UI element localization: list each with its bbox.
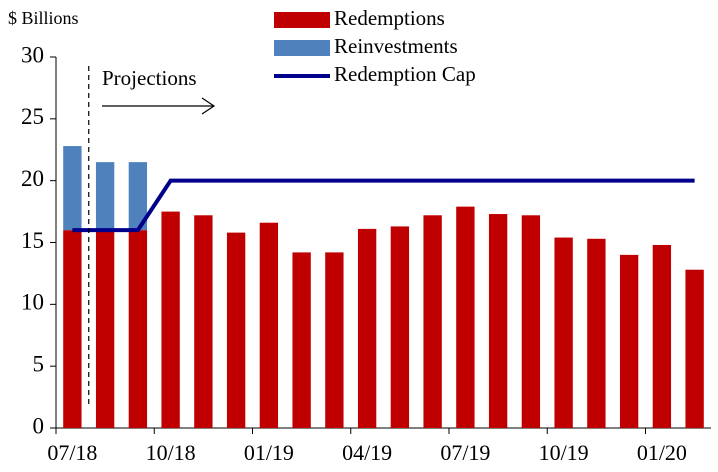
bar (194, 215, 213, 428)
annotation: Projections (102, 66, 197, 90)
legend-label: Reinvestments (334, 34, 458, 58)
bar (357, 228, 377, 428)
bar (652, 244, 672, 428)
legend-swatch (274, 40, 330, 56)
cap-line (72, 178, 695, 233)
y-tick-label: 10 (21, 290, 44, 315)
legend-label: Redemption Cap (334, 62, 476, 86)
y-tick-label: 5 (33, 351, 45, 376)
bar (128, 230, 148, 428)
bar (423, 215, 442, 428)
y-tick-label: 15 (21, 228, 44, 253)
bar (587, 238, 606, 428)
arrow-head (201, 97, 216, 115)
bar (95, 230, 115, 428)
x-tick-label: 10/18 (146, 440, 196, 465)
legend-label: Redemptions (334, 6, 445, 30)
bar (63, 230, 82, 428)
x-tick-label: 07/19 (440, 440, 490, 465)
bar (292, 252, 311, 428)
y-tick-label: 30 (21, 42, 44, 67)
x-tick-label: 01/19 (244, 440, 294, 465)
bar (619, 254, 639, 428)
bar (685, 269, 704, 428)
legend-swatch (274, 12, 330, 28)
bar (161, 211, 180, 428)
x-tick-label: 07/18 (47, 440, 97, 465)
bar (95, 162, 115, 231)
bar (128, 162, 148, 231)
bar (554, 237, 573, 428)
x-tick-label: 10/19 (539, 440, 589, 465)
bar (325, 252, 344, 428)
bar (226, 232, 246, 428)
y-axis-label: $ Billions (8, 8, 79, 28)
bar (521, 215, 541, 428)
x-tick-label: 01/20 (637, 440, 687, 465)
y-tick-label: 25 (21, 104, 44, 129)
bar (456, 206, 475, 428)
bar (259, 222, 279, 428)
bar (488, 214, 508, 428)
y-tick-label: 20 (21, 166, 44, 191)
bar (63, 146, 82, 231)
bar (390, 226, 410, 428)
x-tick-label: 04/19 (342, 440, 392, 465)
y-tick-label: 0 (33, 413, 45, 438)
